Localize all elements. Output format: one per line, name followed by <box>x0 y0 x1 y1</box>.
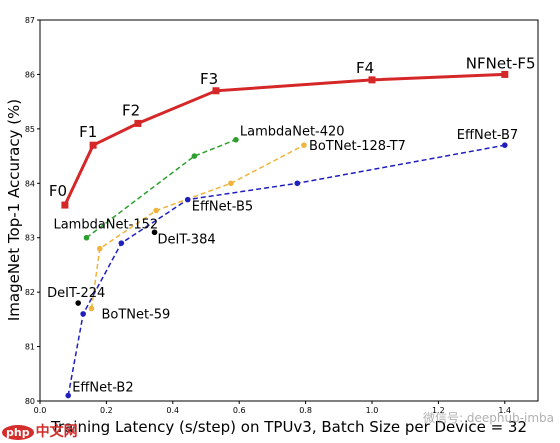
y-tick-label: 87 <box>25 16 35 25</box>
point-label: DeIT-224 <box>47 286 105 301</box>
effnet-marker <box>65 392 72 399</box>
watermark-php-text: 中文网 <box>35 424 78 440</box>
y-tick-label: 82 <box>25 288 35 297</box>
nfnet-marker <box>61 201 69 209</box>
point-label: EffNet-B5 <box>192 200 253 215</box>
deit-marker <box>75 300 81 306</box>
y-tick-label: 80 <box>25 397 35 406</box>
lambdanet-marker <box>233 136 239 143</box>
y-tick-label: 85 <box>25 125 35 134</box>
nfnet-marker <box>134 119 142 127</box>
nfnet-marker <box>212 87 220 95</box>
point-label: F4 <box>356 59 374 77</box>
point-label: F0 <box>49 182 67 200</box>
effnet-marker <box>80 311 86 317</box>
point-label: F1 <box>79 123 97 141</box>
x-tick-label: 0.0 <box>34 406 47 415</box>
x-tick-label: 0.8 <box>299 406 312 415</box>
y-axis-label: ImageNet Top-1 Accuracy (%) <box>5 99 23 321</box>
php-logo-icon: php <box>2 425 34 440</box>
watermark-php: php 中文网 <box>2 421 78 441</box>
x-tick-label: 1.0 <box>366 406 379 415</box>
point-label: F3 <box>200 70 218 88</box>
x-tick-label: 0.6 <box>233 406 246 415</box>
point-label: LambdaNet-152 <box>53 218 158 233</box>
x-tick-label: 1.4 <box>498 406 511 415</box>
x-axis-ticks: 0.0 0.2 0.4 0.6 0.8 1.0 1.2 1.4 <box>34 401 511 415</box>
effnet-series-line <box>67 144 505 396</box>
effnet-marker <box>184 196 191 203</box>
x-tick-label: 1.2 <box>432 406 445 415</box>
series-markers <box>61 70 509 399</box>
point-label: BoTNet-59 <box>101 307 170 322</box>
y-tick-label: 81 <box>25 343 35 352</box>
x-tick-label: 0.4 <box>166 406 179 415</box>
botnet-marker <box>301 142 307 148</box>
point-label: DeIT-384 <box>158 232 216 247</box>
point-label: EffNet-B2 <box>72 381 133 396</box>
point-label: EffNet-B7 <box>457 128 518 143</box>
y-tick-label: 83 <box>25 234 35 243</box>
nfnet-marker <box>89 141 97 149</box>
nfnet-marker <box>501 70 509 78</box>
point-label: LambdaNet-420 <box>240 125 345 140</box>
effnet-marker <box>118 240 125 246</box>
point-labels: F0 F1 F2 F3 F4 NFNet-F5 LambdaNet-152 LambdaNet… <box>47 54 535 395</box>
y-tick-label: 86 <box>25 70 35 79</box>
x-tick-label: 0.2 <box>100 406 113 415</box>
botnet-marker <box>96 245 103 252</box>
point-label: BoTNet-128-T7 <box>309 139 406 154</box>
botnet-marker <box>88 305 95 312</box>
plot-frame <box>39 19 539 402</box>
point-label: F2 <box>122 101 140 119</box>
lambdanet-marker <box>191 153 198 159</box>
deit-marker <box>151 229 158 236</box>
watermark-wechat: 微信号: deephub-imba <box>422 411 554 425</box>
botnet-marker <box>228 180 234 187</box>
nfnet-marker <box>368 76 376 84</box>
effnet-marker <box>294 180 301 187</box>
series-lines <box>63 72 505 396</box>
lambdanet-marker <box>83 234 90 241</box>
nfnet-series-line <box>63 72 505 206</box>
x-axis-label: Training Latency (s/step) on TPUv3, Batc… <box>50 418 527 436</box>
effnet-marker <box>502 142 508 148</box>
y-axis-ticks: 80 81 82 83 84 85 86 87 <box>25 16 40 406</box>
point-label: NFNet-F5 <box>466 54 536 72</box>
botnet-marker <box>153 207 159 214</box>
y-tick-label: 84 <box>25 179 35 188</box>
